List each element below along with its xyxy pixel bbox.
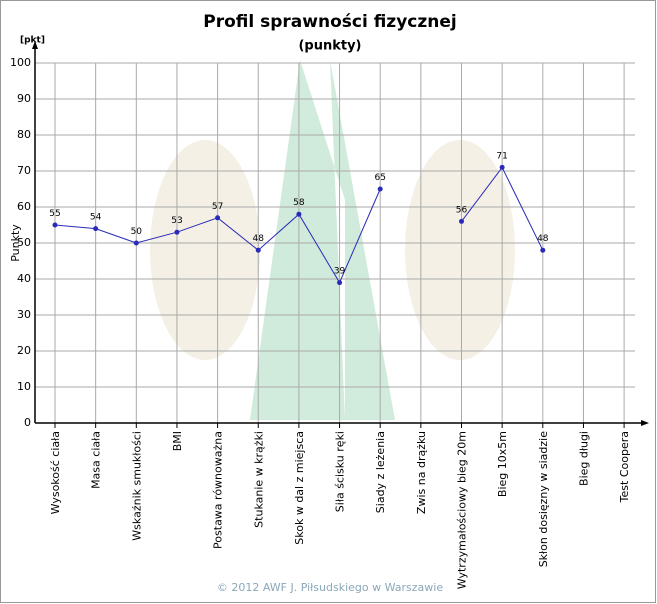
data-point bbox=[377, 186, 383, 192]
data-point bbox=[540, 247, 546, 253]
data-point bbox=[52, 222, 58, 228]
data-label: 54 bbox=[90, 213, 102, 223]
x-tick-label: Siady z leżenia bbox=[374, 431, 387, 513]
x-tick-label: Siła ścisku ręki bbox=[334, 431, 347, 512]
x-tick-label: Test Coopera bbox=[618, 431, 631, 503]
y-tick-label: 40 bbox=[17, 272, 31, 285]
x-tick-label: Skok w dal z miejsca bbox=[293, 431, 306, 545]
footer: © 2012 AWF J. Piłsudskiego w Warszawie bbox=[217, 581, 443, 594]
y-tick-label: 70 bbox=[17, 164, 31, 177]
watermark-leaf bbox=[150, 140, 260, 360]
chart-title: Profil sprawności fizycznej bbox=[203, 12, 456, 32]
data-point bbox=[174, 229, 180, 235]
x-tick-label: Bieg długi bbox=[577, 431, 590, 486]
y-tick-label: 60 bbox=[17, 200, 31, 213]
data-point bbox=[499, 164, 505, 170]
y-tick-label: 50 bbox=[17, 236, 31, 249]
data-point bbox=[459, 218, 464, 224]
data-label: 39 bbox=[334, 267, 346, 277]
x-tick-label: BMI bbox=[171, 431, 184, 451]
y-axis-label: Punkty bbox=[9, 224, 22, 262]
x-tick-label: Bieg 10x5m bbox=[496, 431, 509, 497]
y-unit: [pkt] bbox=[20, 36, 45, 46]
data-point bbox=[215, 215, 221, 221]
y-tick-label: 90 bbox=[17, 92, 31, 105]
y-tick-label: 0 bbox=[24, 416, 31, 429]
data-label: 48 bbox=[537, 234, 549, 244]
data-point bbox=[296, 211, 302, 217]
data-label: 58 bbox=[293, 198, 305, 208]
watermark-logo bbox=[250, 60, 395, 420]
data-label: 56 bbox=[456, 205, 468, 215]
y-tick-label: 80 bbox=[17, 128, 31, 141]
data-label: 65 bbox=[374, 173, 385, 183]
watermark bbox=[150, 60, 515, 420]
y-axis-arrow bbox=[32, 41, 38, 49]
x-tick-label: Postawa równoważna bbox=[212, 431, 225, 549]
x-tick-label: Wysokość ciała bbox=[49, 431, 62, 514]
y-tick-label: 10 bbox=[17, 380, 31, 393]
data-label: 55 bbox=[49, 209, 60, 219]
data-label: 48 bbox=[253, 234, 265, 244]
y-tick-label: 30 bbox=[17, 308, 31, 321]
data-point bbox=[133, 240, 139, 246]
x-tick-label: Wskaźnik smukłości bbox=[130, 431, 143, 541]
data-point bbox=[93, 226, 99, 232]
x-tick-label: Wytrzymałościowy bieg 20m bbox=[456, 431, 469, 589]
data-point bbox=[255, 247, 261, 253]
data-point bbox=[337, 280, 343, 286]
y-tick-label: 20 bbox=[17, 344, 31, 357]
chart-subtitle: (punkty) bbox=[298, 39, 361, 54]
x-tick-label: Masa ciała bbox=[90, 431, 103, 489]
x-tick-label: Zwis na drążku bbox=[415, 431, 428, 514]
watermark-leaf bbox=[405, 140, 515, 360]
x-tick-label: Skłon dosięzny w siadzie bbox=[537, 431, 550, 568]
data-label: 57 bbox=[212, 202, 223, 212]
x-axis-arrow bbox=[641, 420, 649, 426]
y-tick-label: 100 bbox=[10, 56, 31, 69]
x-tick-label: Stukanie w krążki bbox=[252, 431, 265, 528]
data-label: 71 bbox=[496, 151, 507, 161]
data-label: 50 bbox=[131, 227, 143, 237]
data-label: 53 bbox=[171, 216, 182, 226]
